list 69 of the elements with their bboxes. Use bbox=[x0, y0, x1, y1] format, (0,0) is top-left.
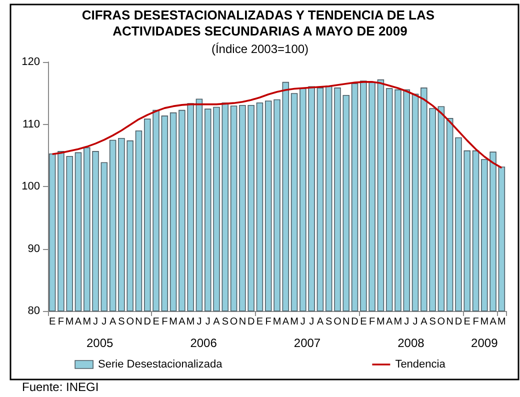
x-tick-label: J bbox=[404, 316, 410, 328]
x-tick-label: A bbox=[109, 316, 116, 328]
x-tick-label: J bbox=[102, 316, 107, 328]
x-tick-label: N bbox=[446, 316, 454, 328]
x-tick-label: A bbox=[213, 316, 220, 328]
x-tick-label: M bbox=[272, 316, 282, 328]
x-tick-label: A bbox=[74, 316, 82, 328]
legend-label: Tendencia bbox=[395, 358, 446, 370]
text: 2006 bbox=[190, 336, 218, 350]
x-tick-label: E bbox=[152, 316, 160, 328]
x-tick-label: D bbox=[454, 316, 462, 328]
x-tick-label: F bbox=[162, 316, 168, 328]
x-tick-label: E bbox=[48, 316, 56, 328]
x-tick-label: A bbox=[316, 316, 324, 328]
text: 2007 bbox=[294, 336, 321, 350]
x-tick-label: A bbox=[420, 316, 428, 328]
x-tick-label: M bbox=[290, 316, 298, 328]
x-tick-label: M bbox=[498, 316, 506, 328]
chart-title: CIFRAS DESESTACIONALIZADAS Y TENDENCIA DE LAS ACTIVIDADES SECUNDARIAS A MAYO DE 2009 bbox=[82, 8, 438, 38]
legend-label: Serie Desestacionalizada bbox=[98, 358, 224, 370]
x-tick-label: A bbox=[490, 316, 497, 328]
x-tick-label: S bbox=[118, 316, 126, 328]
x-tick-label: O bbox=[334, 316, 342, 328]
x-tick-label: J bbox=[412, 316, 418, 328]
y-tick-label: 110 bbox=[22, 118, 40, 130]
x-tick-label: D bbox=[351, 316, 358, 328]
x-tick-label: F bbox=[58, 316, 64, 328]
y-tick-label: 80 bbox=[28, 305, 40, 317]
x-tick-label: E bbox=[464, 316, 471, 328]
x-tick-label: N bbox=[135, 316, 142, 328]
x-tick-label: S bbox=[326, 316, 333, 328]
x-tick-label: M bbox=[169, 316, 178, 328]
y-tick-label: 100 bbox=[22, 180, 40, 192]
text: 2008 bbox=[398, 336, 425, 350]
x-tick-label: J bbox=[205, 316, 210, 328]
x-tick-label: M bbox=[376, 316, 385, 328]
x-tick-label: S bbox=[429, 316, 436, 328]
text: 2005 bbox=[86, 336, 114, 350]
x-tick-label: O bbox=[126, 316, 134, 328]
x-tick-label: M bbox=[186, 316, 195, 328]
x-tick-label: E bbox=[256, 316, 264, 328]
x-tick-label: D bbox=[247, 316, 255, 328]
y-tick-label: 90 bbox=[28, 242, 40, 255]
x-tick-label: J bbox=[196, 316, 202, 328]
x-tick-label: F bbox=[265, 316, 272, 328]
x-tick-label: E bbox=[360, 316, 368, 328]
x-tick-label: A bbox=[178, 316, 186, 328]
x-tick-label: A bbox=[282, 316, 290, 328]
x-tick-label: N bbox=[238, 316, 246, 328]
x-tick-label: A bbox=[386, 316, 394, 328]
x-tick-label: M bbox=[394, 316, 402, 328]
x-tick-label: D bbox=[144, 316, 151, 328]
x-tick-label: J bbox=[300, 316, 306, 328]
y-tick-label: 120 bbox=[22, 56, 40, 68]
x-tick-label: M bbox=[82, 316, 92, 328]
x-tick-label: M bbox=[480, 316, 489, 328]
source-note: Fuente: INEGI bbox=[22, 380, 99, 394]
chart-subtitle: (Índice 2003=100) bbox=[211, 42, 309, 56]
x-tick-label: F bbox=[369, 316, 376, 328]
x-tick-label: N bbox=[342, 316, 350, 328]
x-tick-label: O bbox=[230, 316, 238, 328]
x-tick-label: M bbox=[65, 316, 74, 328]
line-series bbox=[51, 81, 503, 169]
x-tick-label: J bbox=[309, 316, 314, 328]
x-tick-label: S bbox=[222, 316, 229, 328]
x-tick-label: F bbox=[472, 316, 479, 328]
text: 2009 bbox=[471, 336, 498, 350]
x-tick-label: O bbox=[437, 316, 446, 328]
x-tick-label: J bbox=[93, 316, 98, 328]
